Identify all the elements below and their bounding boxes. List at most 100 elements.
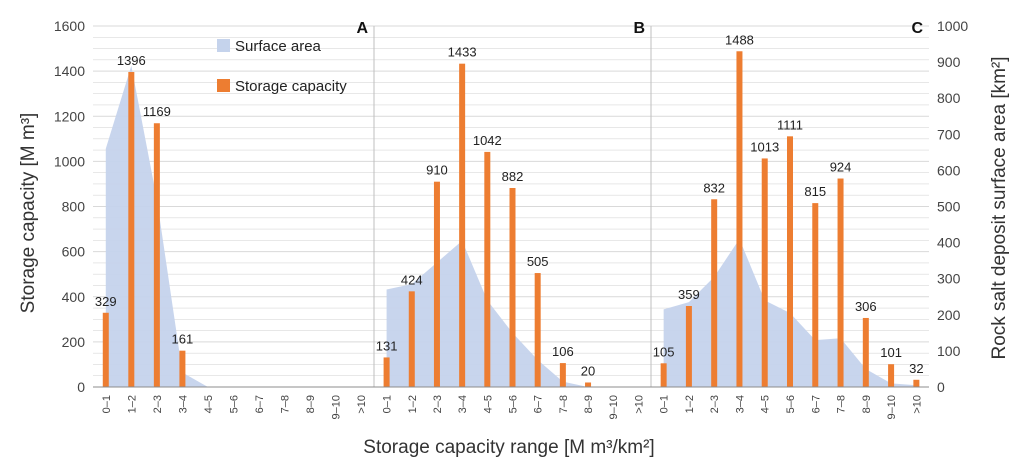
bar-B-3 xyxy=(459,63,466,387)
x-tick: 9–10 xyxy=(608,395,620,419)
bar-C-7 xyxy=(837,178,844,387)
data-label: 1013 xyxy=(750,139,779,154)
x-tick: 3–4 xyxy=(457,395,469,413)
x-tick: 7–8 xyxy=(836,395,848,413)
data-label: 105 xyxy=(653,344,675,359)
bar-B-2 xyxy=(433,181,440,387)
x-tick: 5–6 xyxy=(508,395,520,413)
x-tick: 2–3 xyxy=(432,395,444,413)
x-tick: 8–9 xyxy=(583,395,595,413)
x-tick: 1–2 xyxy=(684,395,696,413)
bar-C-5 xyxy=(787,136,793,387)
y-tick-right: 0 xyxy=(937,379,945,395)
data-label: 20 xyxy=(581,363,595,378)
data-label: 1433 xyxy=(448,45,477,60)
panel-label-B: B xyxy=(633,20,645,37)
y-tick-left: 0 xyxy=(77,379,85,395)
x-tick: 6–7 xyxy=(810,395,822,413)
bar-B-8 xyxy=(585,382,592,387)
data-label: 424 xyxy=(401,272,423,287)
data-label: 306 xyxy=(855,299,877,314)
data-label: 161 xyxy=(172,332,194,347)
surface-area-A xyxy=(105,65,362,388)
bar-A-0 xyxy=(102,312,109,387)
y-tick-right: 600 xyxy=(937,162,961,178)
y-tick-left: 200 xyxy=(62,334,86,350)
x-tick: >10 xyxy=(633,395,645,414)
bar-B-1 xyxy=(408,291,415,387)
x-tick: 6–7 xyxy=(533,395,545,413)
data-label: 1042 xyxy=(473,133,502,148)
legend-bar-swatch xyxy=(217,79,230,92)
y-tick-left: 600 xyxy=(62,244,86,260)
y-tick-left: 1200 xyxy=(54,108,85,124)
legend-area-label: Surface area xyxy=(235,38,322,55)
panel-label-C: C xyxy=(911,20,923,37)
y-tick-right: 800 xyxy=(937,90,961,106)
y-tick-right: 900 xyxy=(937,54,961,70)
y-tick-left: 1600 xyxy=(54,18,85,34)
legend-area-swatch xyxy=(217,39,230,52)
bar-C-0 xyxy=(660,363,667,387)
bar-C-8 xyxy=(862,317,869,387)
bar-C-9 xyxy=(888,364,895,387)
x-tick: 0–1 xyxy=(659,395,671,413)
data-label: 910 xyxy=(426,163,448,178)
x-tick: 1–2 xyxy=(407,395,419,413)
x-tick: >10 xyxy=(911,395,923,414)
data-label: 832 xyxy=(703,180,725,195)
data-label: 101 xyxy=(880,345,902,360)
y-axis-left-title: Storage capacity [M m³] xyxy=(18,113,39,314)
surface-area-B xyxy=(386,240,639,387)
x-tick: 9–10 xyxy=(331,395,343,419)
x-tick: 7–8 xyxy=(280,395,292,413)
data-label: 359 xyxy=(678,287,700,302)
x-tick: 5–6 xyxy=(229,395,241,413)
x-tick: 4–5 xyxy=(203,395,215,413)
bar-C-1 xyxy=(685,306,692,387)
storage-capacity-bars xyxy=(102,51,920,388)
x-tick: 1–2 xyxy=(126,395,138,413)
panel-label-A: A xyxy=(356,20,368,37)
x-tick: 8–9 xyxy=(861,395,873,413)
bar-B-6 xyxy=(534,273,541,387)
data-label: 1396 xyxy=(117,53,146,68)
y-tick-right: 700 xyxy=(937,126,961,142)
data-label: 329 xyxy=(95,294,117,309)
x-tick: 5–6 xyxy=(785,395,797,413)
y-tick-left: 1000 xyxy=(54,153,85,169)
bar-B-5 xyxy=(509,187,516,387)
bar-B-4 xyxy=(484,151,491,387)
x-tick: 3–4 xyxy=(734,395,746,413)
data-label: 32 xyxy=(909,361,923,376)
x-tick: 0–1 xyxy=(101,395,113,413)
data-label: 106 xyxy=(552,344,574,359)
x-axis-title: Storage capacity range [M m³/km²] xyxy=(363,437,654,458)
data-label: 924 xyxy=(830,160,852,175)
data-labels: 329 1396 1169 161 131 424 910 1433 1042 882 505 106… xyxy=(95,32,924,378)
data-label: 882 xyxy=(502,169,524,184)
x-tick: 6–7 xyxy=(254,395,266,413)
y-axis-right-title: Rock salt deposit surface area [km²] xyxy=(989,56,1010,359)
x-tick: 0–1 xyxy=(382,395,394,413)
y-tick-left: 1400 xyxy=(54,63,85,79)
y-tick-right: 500 xyxy=(937,199,961,215)
axes: 0 200 400 600 800 1000 1200 1400 1600 0 100 200 300 4… xyxy=(54,18,969,419)
legend-bar-label: Storage capacity xyxy=(235,78,347,95)
y-tick-right: 400 xyxy=(937,235,961,251)
bar-C-10 xyxy=(913,379,920,387)
data-label: 1111 xyxy=(777,117,803,132)
bar-C-4 xyxy=(761,158,768,387)
bar-B-7 xyxy=(559,363,566,387)
legend: Surface area Storage capacity xyxy=(217,38,347,95)
bar-C-6 xyxy=(812,203,819,387)
x-tick: 7–8 xyxy=(558,395,570,413)
data-label: 815 xyxy=(804,184,826,199)
data-label: 505 xyxy=(527,254,549,269)
x-tick: 9–10 xyxy=(886,395,898,419)
y-tick-right: 100 xyxy=(937,343,961,359)
x-tick: >10 xyxy=(356,395,368,414)
x-tick: 8–9 xyxy=(305,395,317,413)
